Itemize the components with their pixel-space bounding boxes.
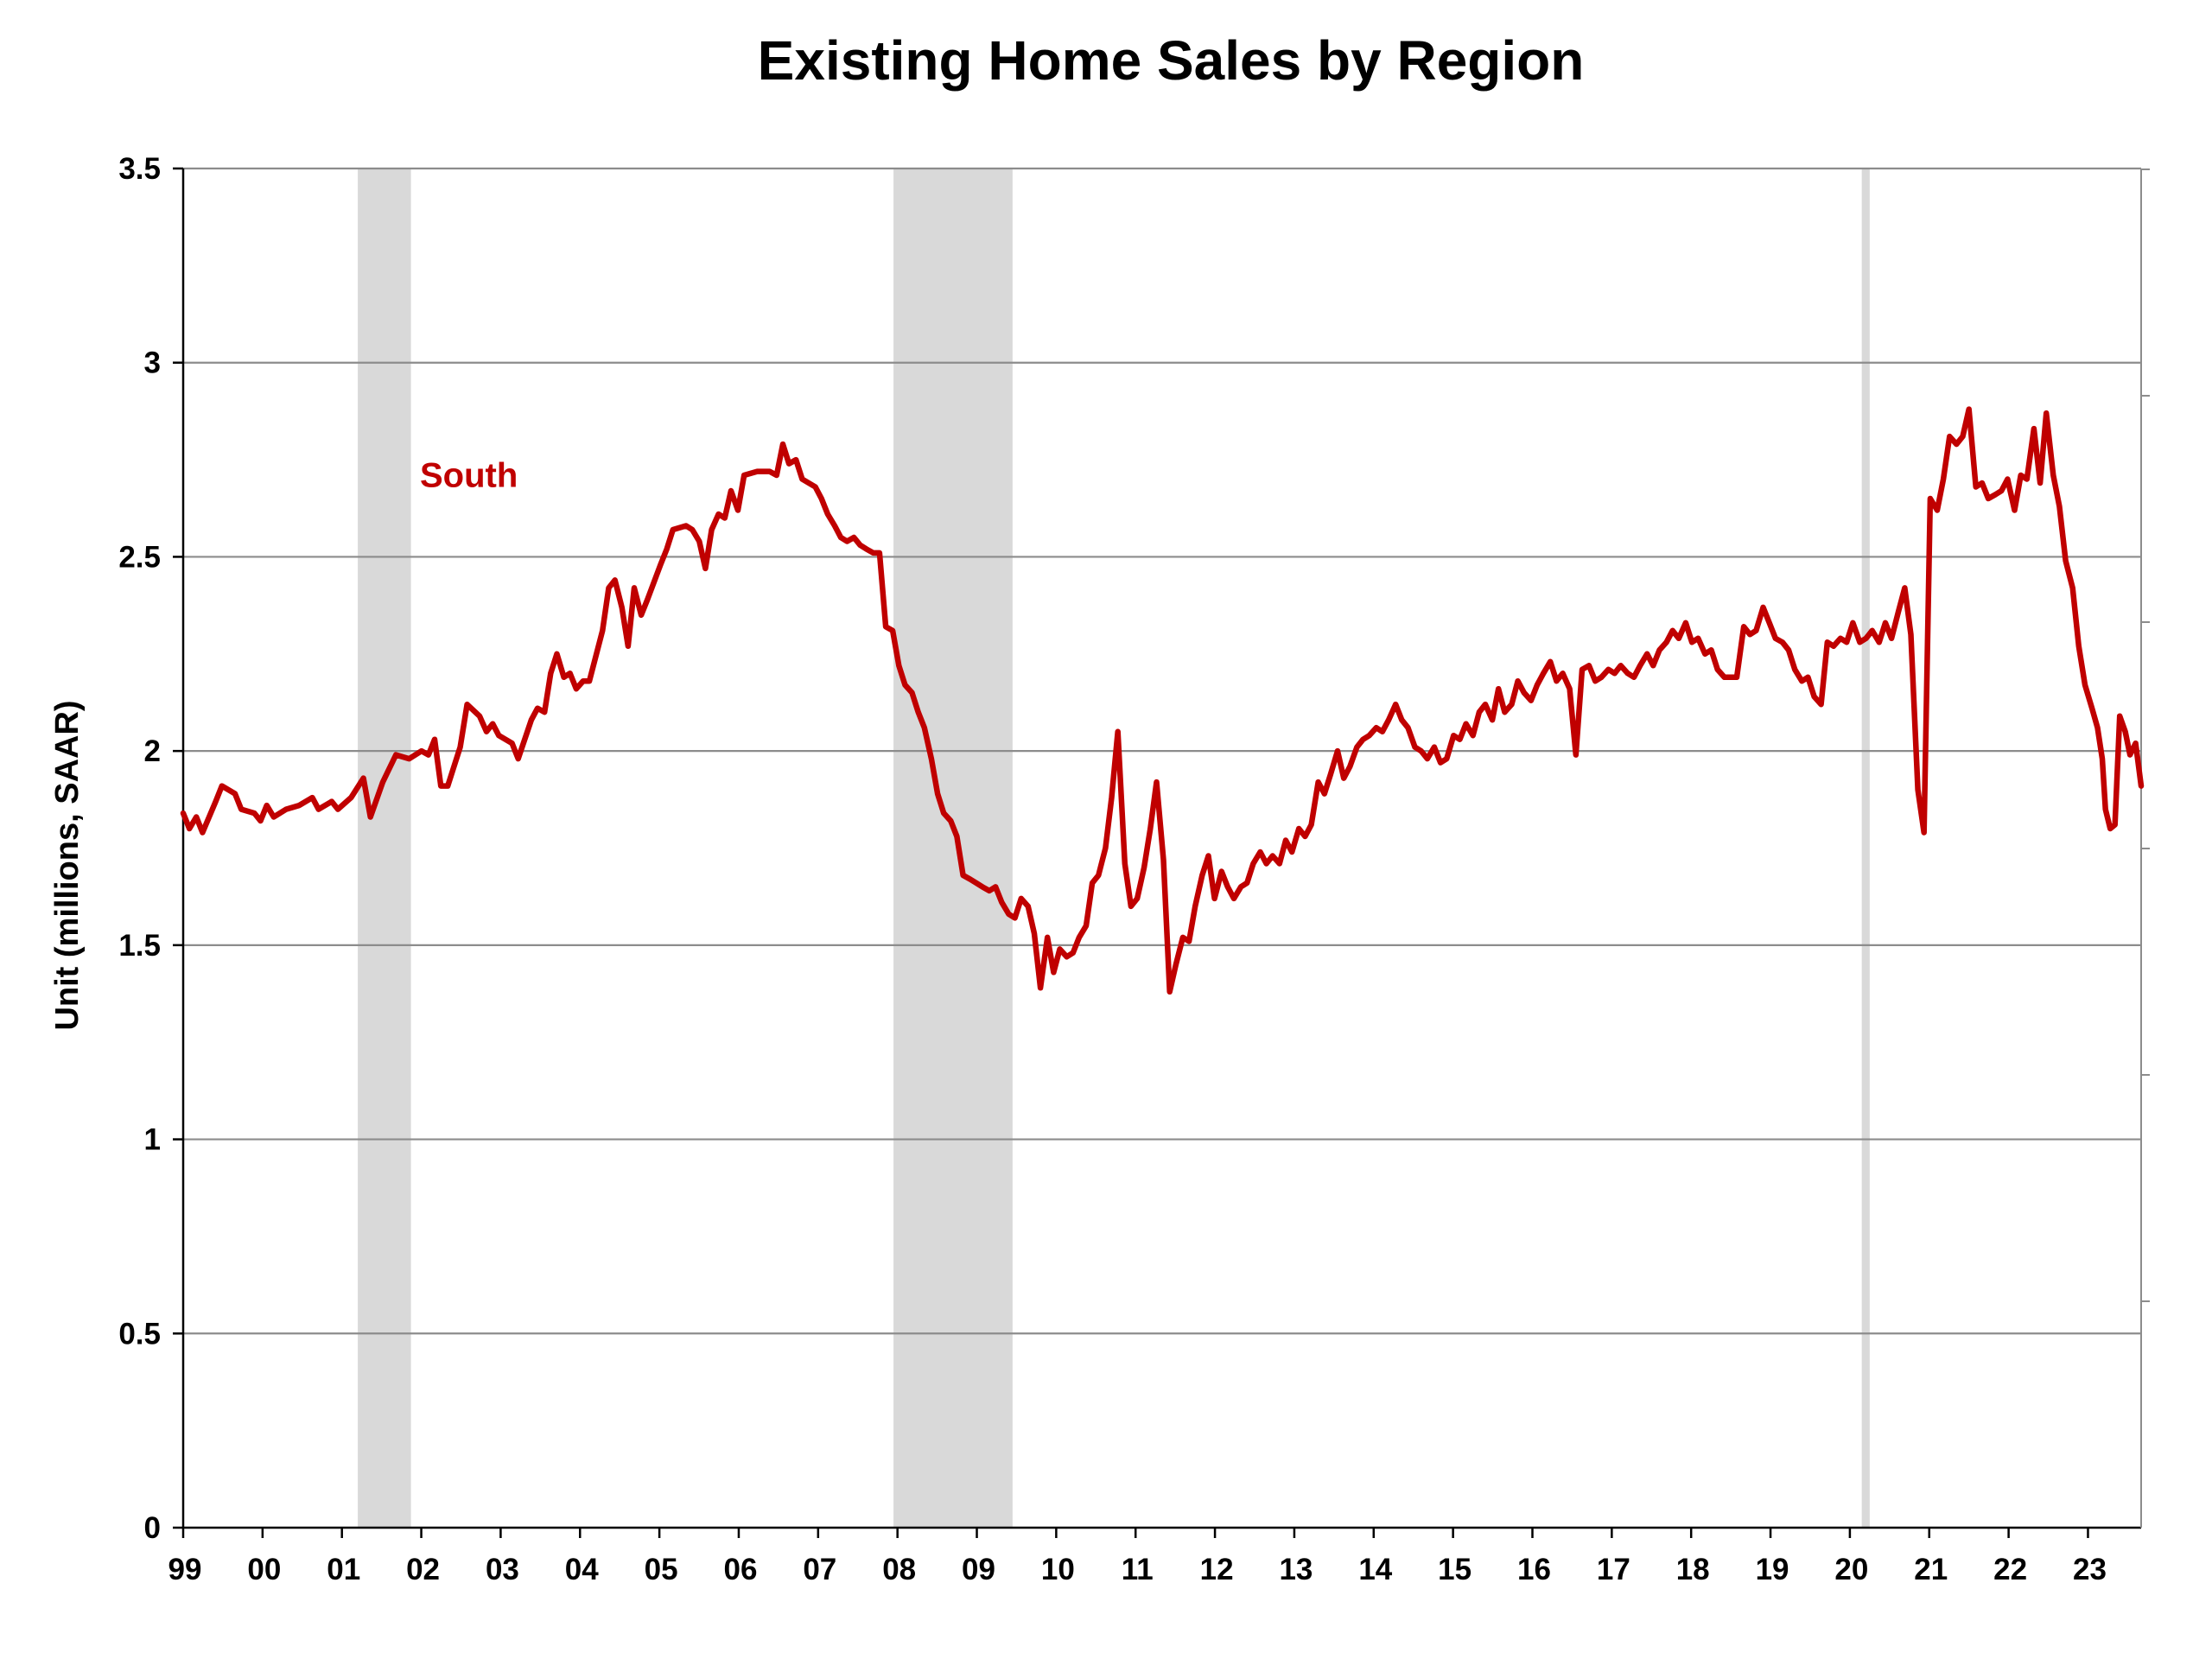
axes: 0 0.5 1 1.5 2 2.5 3 3.5 99 00 01 02 03 04 05 06 07 08 09 10… <box>118 152 2150 1586</box>
x-tick-label: 04 <box>565 1553 599 1586</box>
x-tick-label: 15 <box>1438 1553 1471 1586</box>
recession-band-1 <box>358 168 411 1528</box>
recession-band-2 <box>893 168 1013 1528</box>
x-tick-label: 23 <box>2073 1553 2107 1586</box>
x-tick-label: 20 <box>1834 1553 1868 1586</box>
x-tick-label: 12 <box>1200 1553 1234 1586</box>
x-tick-label: 11 <box>1122 1553 1154 1586</box>
recession-band-3 <box>1861 168 1870 1528</box>
x-tick-label: 08 <box>882 1553 916 1586</box>
x-tick-label: 22 <box>1993 1553 2027 1586</box>
series-label-south: South <box>420 457 518 495</box>
x-tick-label: 09 <box>962 1553 995 1586</box>
x-tick-label: 13 <box>1279 1553 1313 1586</box>
x-tick-label: 99 <box>168 1553 202 1586</box>
y-tick-label: 3.5 <box>118 152 161 186</box>
y-tick-label: 0.5 <box>118 1317 161 1351</box>
x-tick-label: 03 <box>486 1553 519 1586</box>
y-axis-label: Unit (millions, SAAR) <box>49 700 86 1030</box>
gridlines <box>183 167 2141 1335</box>
recession-bands <box>358 168 1870 1528</box>
series-line-south <box>180 406 2145 995</box>
x-tick-label: 21 <box>1914 1553 1948 1586</box>
x-tick-label: 06 <box>723 1553 757 1586</box>
x-tick-label: 16 <box>1517 1553 1551 1586</box>
x-tick-label: 07 <box>803 1553 836 1586</box>
x-tick-label: 01 <box>327 1553 360 1586</box>
y-tick-label: 0 <box>144 1511 161 1545</box>
chart-title: Existing Home Sales by Region <box>758 29 1585 92</box>
y-tick-label: 1 <box>144 1123 161 1157</box>
x-tick-label: 00 <box>247 1553 281 1586</box>
x-tick-label: 05 <box>645 1553 678 1586</box>
x-tick-label: 17 <box>1597 1553 1630 1586</box>
x-tick-label: 18 <box>1676 1553 1710 1586</box>
y-tick-label: 2.5 <box>118 540 161 574</box>
y-tick-label: 2 <box>144 734 161 768</box>
y-tick-label: 1.5 <box>118 929 161 963</box>
x-tick-label: 10 <box>1041 1553 1075 1586</box>
series-labels: South <box>420 457 518 495</box>
x-tick-label: 14 <box>1358 1553 1392 1586</box>
y-tick-label: 3 <box>144 346 161 380</box>
x-tick-label: 19 <box>1756 1553 1789 1586</box>
series-lines <box>180 406 2145 995</box>
x-tick-label: 02 <box>406 1553 440 1586</box>
